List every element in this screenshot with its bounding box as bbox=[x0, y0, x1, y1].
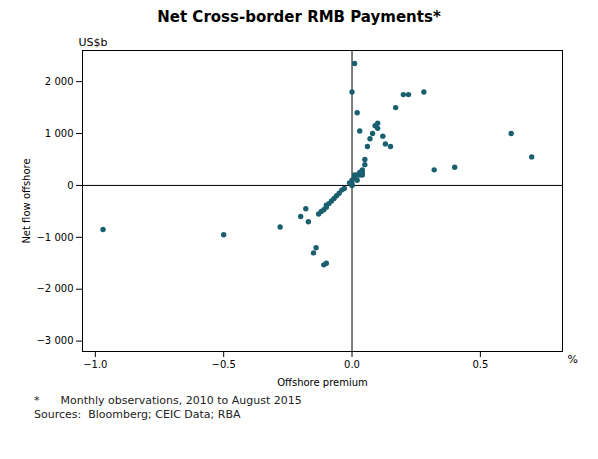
svg-text:0: 0 bbox=[67, 180, 73, 191]
svg-text:−0.5: −0.5 bbox=[212, 359, 236, 370]
svg-text:%: % bbox=[568, 353, 578, 366]
svg-text:0.5: 0.5 bbox=[472, 359, 488, 370]
svg-text:2 000: 2 000 bbox=[45, 76, 74, 87]
svg-text:−1 000: −1 000 bbox=[36, 232, 73, 243]
svg-text:1 000: 1 000 bbox=[45, 128, 74, 139]
svg-text:−2 000: −2 000 bbox=[36, 283, 73, 294]
svg-text:US$b: US$b bbox=[79, 36, 108, 49]
html-text:Sources: Bloomberg; CEIC Data;: Sources: Bloomberg; CEIC Data; RBA bbox=[34, 408, 241, 421]
svg-text:Offshore premium: Offshore premium bbox=[277, 377, 368, 388]
svg-text:−3 000: −3 000 bbox=[36, 335, 73, 346]
svg-text:−1.0: −1.0 bbox=[83, 359, 107, 370]
html-text:Net Cross-border RMB Payments*: Net Cross-border RMB Payments* bbox=[157, 8, 441, 26]
svg-text:Net flow offshore: Net flow offshore bbox=[21, 158, 32, 243]
svg-text:0.0: 0.0 bbox=[344, 359, 360, 370]
html-text:* Monthly observations, 2010 t: * Monthly observations, 2010 to August 2… bbox=[34, 394, 302, 407]
